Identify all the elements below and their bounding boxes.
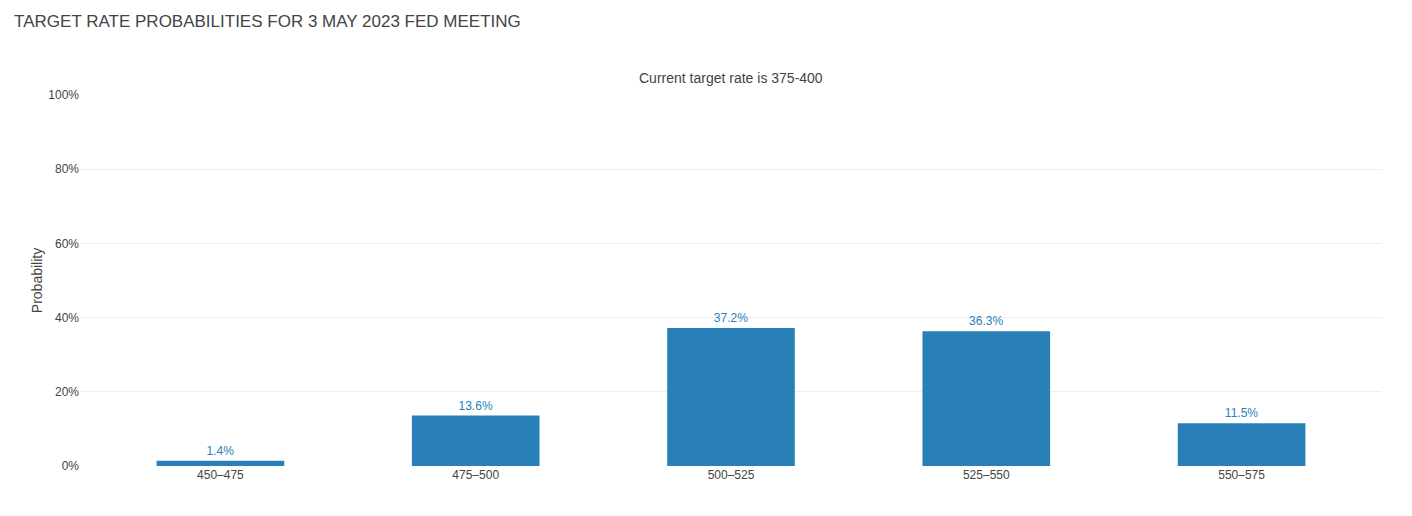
svg-text:11.5%: 11.5%	[1225, 406, 1258, 420]
svg-text:TARGET RATE PROBABILITIES FOR: TARGET RATE PROBABILITIES FOR 3 MAY 2023…	[14, 12, 521, 31]
svg-text:37.2%: 37.2%	[714, 311, 748, 325]
svg-text:36.3%: 36.3%	[969, 314, 1003, 328]
svg-text:450–475: 450–475	[197, 468, 244, 482]
svg-text:550–575: 550–575	[1218, 468, 1265, 482]
svg-text:40%: 40%	[55, 311, 79, 325]
svg-text:500–525: 500–525	[708, 468, 755, 482]
svg-text:1.4%: 1.4%	[207, 444, 235, 458]
svg-text:Current target rate is 375-400: Current target rate is 375-400	[639, 70, 823, 86]
svg-text:60%: 60%	[55, 237, 79, 251]
svg-text:Probability: Probability	[29, 248, 45, 313]
svg-text:475–500: 475–500	[452, 468, 499, 482]
svg-text:20%: 20%	[55, 385, 79, 399]
svg-text:0%: 0%	[62, 459, 80, 473]
svg-text:525–550: 525–550	[963, 468, 1010, 482]
svg-text:80%: 80%	[55, 162, 79, 176]
svg-text:100%: 100%	[48, 88, 79, 102]
svg-text:13.6%: 13.6%	[459, 399, 493, 413]
